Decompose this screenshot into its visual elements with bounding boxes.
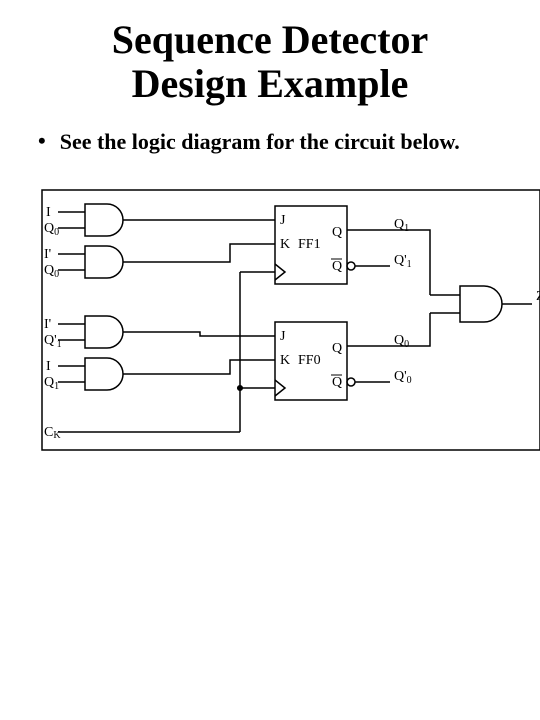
label-I2: I (46, 359, 51, 374)
label-Iprime2: I' (44, 317, 51, 332)
ff0-q-label: Q (332, 341, 342, 356)
ff1-name: FF1 (298, 237, 321, 252)
logic-diagram: I Q0 I' Q0 I' Q'1 I Q1 CK J K FF1 Q Q J … (30, 186, 540, 506)
label-Q0b: Q0 (44, 263, 59, 280)
ff1-q-label: Q (332, 225, 342, 240)
bullet-marker: • (38, 128, 46, 154)
ff0-k-label: K (280, 353, 290, 368)
bullet-item: • See the logic diagram for the circuit … (38, 128, 510, 156)
title-line-2: Design Example (132, 61, 409, 106)
label-out-Q1p: Q'1 (394, 253, 412, 270)
label-out-Q0: Q0 (394, 333, 409, 350)
label-Iprime: I' (44, 247, 51, 262)
title-line-1: Sequence Detector (112, 17, 429, 62)
ff0-qbar-label: Q (332, 375, 342, 390)
label-Q1: Q1 (44, 375, 59, 392)
label-Q1prime: Q'1 (44, 333, 62, 350)
ff1-qbar-label: Q (332, 259, 342, 274)
ff0-name: FF0 (298, 353, 321, 368)
label-out-Q1: Q1 (394, 217, 409, 234)
ff1-j-label: J (280, 213, 286, 228)
label-Q0: Q0 (44, 221, 59, 238)
ff0-j-label: J (280, 329, 286, 344)
slide-title: Sequence Detector Design Example (30, 18, 510, 106)
ff1-k-label: K (280, 237, 290, 252)
label-I: I (46, 205, 51, 220)
label-clock: CK (44, 425, 61, 441)
label-Z: Z (536, 289, 540, 304)
bullet-text: See the logic diagram for the circuit be… (60, 128, 460, 156)
slide: Sequence Detector Design Example • See t… (0, 0, 540, 516)
label-out-Q0p: Q'0 (394, 369, 412, 386)
